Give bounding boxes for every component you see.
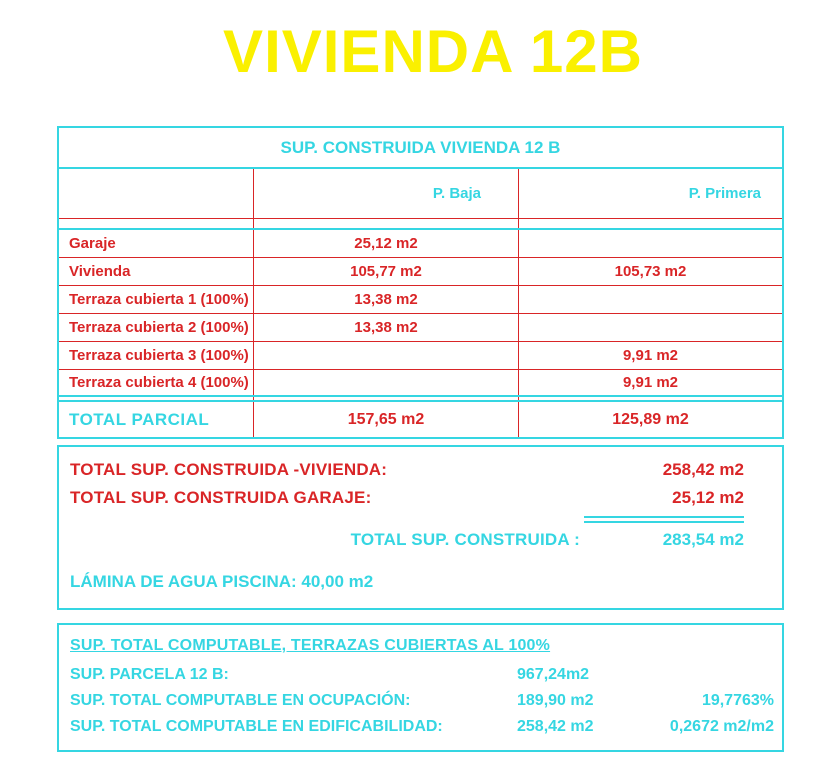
total-parcial-row: TOTAL PARCIAL 157,65 m2 125,89 m2 bbox=[59, 402, 782, 437]
column-header-p-baja: P. Baja bbox=[253, 169, 518, 218]
pool-surface-line: LÁMINA DE AGUA PISCINA: 40,00 m2 bbox=[70, 572, 374, 591]
row-label: Terraza cubierta 3 (100%) bbox=[69, 347, 249, 364]
computable-label: SUP. TOTAL COMPUTABLE EN OCUPACIÓN: bbox=[70, 692, 411, 709]
row-value-primera: 9,91 m2 bbox=[518, 342, 782, 369]
header-divider-row bbox=[59, 219, 782, 230]
row-label: Terraza cubierta 1 (100%) bbox=[69, 291, 249, 308]
row-value-baja: 13,38 m2 bbox=[253, 286, 518, 313]
spacer-cell bbox=[518, 219, 782, 228]
row-label: Terraza cubierta 4 (100%) bbox=[69, 374, 249, 391]
content-area: SUP. CONSTRUIDA VIVIENDA 12 B P. Baja P.… bbox=[57, 126, 784, 752]
drawing-sheet: VIVIENDA 12B SUP. CONSTRUIDA VIVIENDA 12… bbox=[0, 20, 836, 768]
summary-label: TOTAL SUP. CONSTRUIDA GARAJE: bbox=[70, 488, 372, 507]
table-row: Vivienda 105,77 m2 105,73 m2 bbox=[59, 258, 782, 286]
computable-row: SUP. TOTAL COMPUTABLE EN EDIFICABILIDAD:… bbox=[70, 714, 774, 740]
double-rule bbox=[584, 516, 744, 523]
spacer-cell bbox=[59, 397, 253, 400]
table-row: Terraza cubierta 3 (100%) 9,91 m2 bbox=[59, 342, 782, 370]
table-row: Terraza cubierta 2 (100%) 13,38 m2 bbox=[59, 314, 782, 342]
computable-heading: SUP. TOTAL COMPUTABLE, TERRAZAS CUBIERTA… bbox=[70, 637, 551, 654]
spacer-cell bbox=[253, 219, 518, 228]
computable-extra: 19,7763% bbox=[701, 692, 774, 709]
spacer-cell bbox=[253, 397, 518, 400]
total-parcial-primera: 125,89 m2 bbox=[518, 402, 782, 437]
summary-line: TOTAL SUP. CONSTRUIDA GARAJE: 25,12 m2 bbox=[59, 484, 782, 512]
grand-total-value: 283,54 m2 bbox=[662, 530, 744, 549]
constructed-surface-table: SUP. CONSTRUIDA VIVIENDA 12 B P. Baja P.… bbox=[57, 126, 784, 439]
row-value-baja bbox=[253, 342, 518, 369]
computable-label: SUP. TOTAL COMPUTABLE EN EDIFICABILIDAD: bbox=[70, 718, 443, 735]
table-row: Garaje 25,12 m2 bbox=[59, 230, 782, 258]
row-value-primera bbox=[518, 286, 782, 313]
summary-line: TOTAL SUP. CONSTRUIDA -VIVIENDA: 258,42 … bbox=[59, 456, 782, 484]
table-title: SUP. CONSTRUIDA VIVIENDA 12 B bbox=[59, 128, 782, 169]
table-row: Terraza cubierta 4 (100%) 9,91 m2 bbox=[59, 370, 782, 397]
spacer-cell bbox=[59, 219, 253, 228]
summary-value: 258,42 m2 bbox=[662, 460, 744, 479]
header-empty-cell bbox=[59, 169, 253, 218]
row-value-primera: 9,91 m2 bbox=[518, 370, 782, 395]
row-label: Garaje bbox=[69, 235, 116, 252]
row-value-baja bbox=[253, 370, 518, 395]
computable-extra: 0,2672 m2/m2 bbox=[669, 718, 774, 735]
summary-label: TOTAL SUP. CONSTRUIDA -VIVIENDA: bbox=[70, 460, 388, 479]
total-parcial-baja: 157,65 m2 bbox=[253, 402, 518, 437]
column-header-p-primera: P. Primera bbox=[518, 169, 782, 218]
spacer-cell bbox=[518, 397, 782, 400]
computable-surface-box: SUP. TOTAL COMPUTABLE, TERRAZAS CUBIERTA… bbox=[57, 623, 784, 752]
row-label: Terraza cubierta 2 (100%) bbox=[69, 319, 249, 336]
computable-row: SUP. TOTAL COMPUTABLE EN OCUPACIÓN: 189,… bbox=[70, 688, 774, 714]
computable-value: 967,24m2 bbox=[517, 666, 590, 683]
row-value-primera bbox=[518, 314, 782, 341]
total-parcial-label: TOTAL PARCIAL bbox=[69, 409, 210, 429]
page-title: VIVIENDA 12B bbox=[223, 18, 643, 85]
row-value-primera: 105,73 m2 bbox=[518, 258, 782, 285]
row-value-baja: 25,12 m2 bbox=[253, 230, 518, 257]
table-row: Terraza cubierta 1 (100%) 13,38 m2 bbox=[59, 286, 782, 314]
summary-value: 25,12 m2 bbox=[672, 488, 744, 507]
row-value-primera bbox=[518, 230, 782, 257]
totals-summary-box: TOTAL SUP. CONSTRUIDA -VIVIENDA: 258,42 … bbox=[57, 445, 784, 610]
grand-total-label: TOTAL SUP. CONSTRUIDA : bbox=[350, 530, 580, 549]
table-header-row: P. Baja P. Primera bbox=[59, 169, 782, 219]
row-value-baja: 13,38 m2 bbox=[253, 314, 518, 341]
computable-label: SUP. PARCELA 12 B: bbox=[70, 666, 229, 683]
grand-total-line: TOTAL SUP. CONSTRUIDA : 283,54 m2 bbox=[59, 526, 782, 554]
row-label: Vivienda bbox=[69, 263, 131, 280]
computable-value: 189,90 m2 bbox=[517, 692, 594, 709]
total-divider-row bbox=[59, 397, 782, 402]
computable-row: SUP. PARCELA 12 B: 967,24m2 bbox=[70, 662, 774, 688]
computable-value: 258,42 m2 bbox=[517, 718, 594, 735]
row-value-baja: 105,77 m2 bbox=[253, 258, 518, 285]
